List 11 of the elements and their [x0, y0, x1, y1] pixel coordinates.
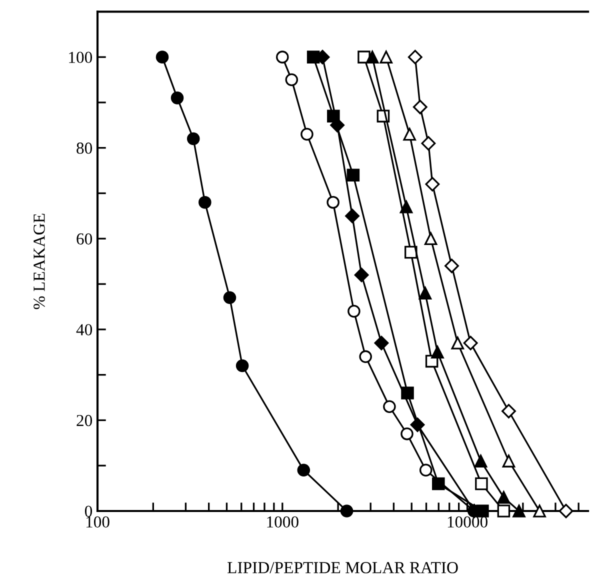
- y-tick-label: 100: [69, 52, 92, 64]
- x-tick-label: 100: [86, 516, 110, 528]
- y-tick-label: 60: [76, 233, 92, 245]
- y-tick-label: 40: [76, 324, 92, 336]
- y-tick-label: 0: [84, 506, 92, 517]
- y-tick-label: 80: [76, 142, 92, 154]
- x-tick-label: 10000: [448, 516, 488, 528]
- y-axis-title: % LEAKAGE: [34, 214, 45, 310]
- x-tick-label: 1000: [267, 516, 298, 528]
- y-tick-label: 20: [76, 414, 92, 426]
- x-axis-title: LIPID/PEPTIDE MOLAR RATIO: [228, 562, 458, 574]
